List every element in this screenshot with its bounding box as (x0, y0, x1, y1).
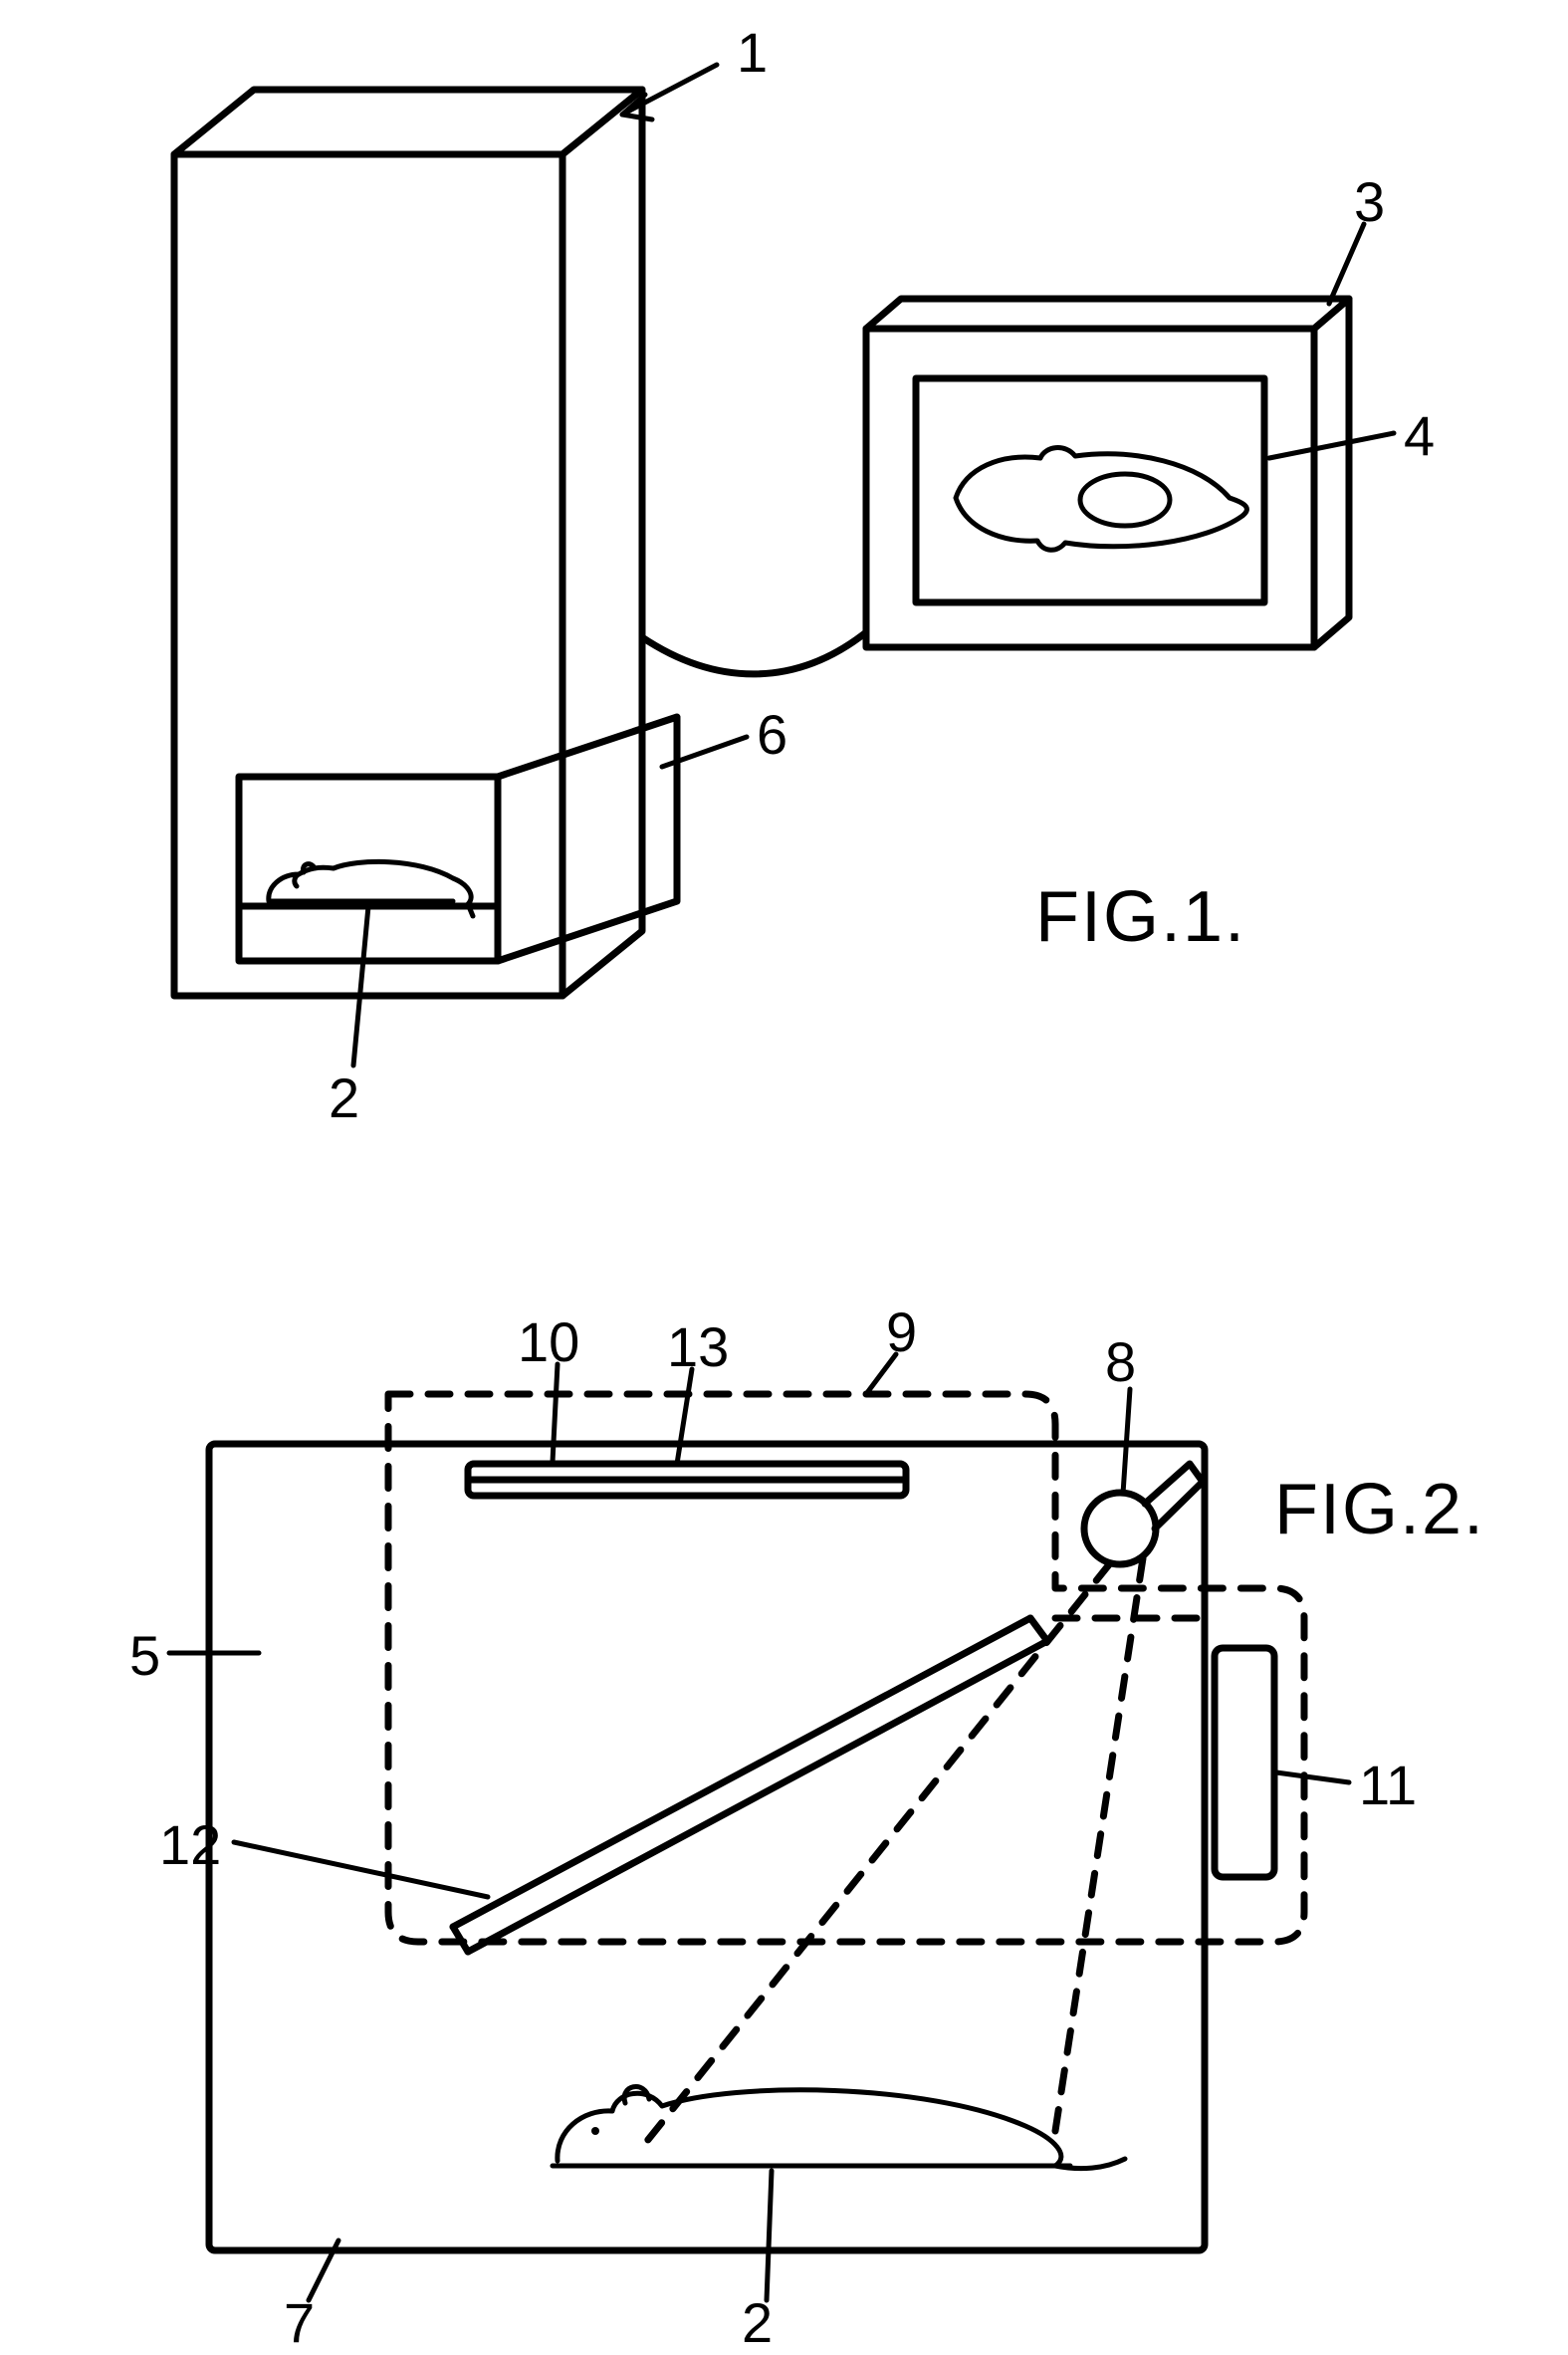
fig2 (169, 1354, 1349, 2300)
slot-top (468, 1464, 906, 1496)
fig2-caption: FIG.2. (1274, 1469, 1485, 1550)
label-2b: 2 (742, 2290, 773, 2355)
hatch (239, 717, 677, 961)
label-10: 10 (518, 1309, 579, 1374)
fov-rays (647, 1558, 1200, 2141)
label-9: 9 (886, 1299, 917, 1364)
label-5: 5 (129, 1623, 160, 1688)
label-4: 4 (1404, 403, 1435, 468)
label-6: 6 (757, 702, 787, 767)
label-3: 3 (1354, 169, 1385, 234)
camera (1084, 1464, 1203, 1564)
label-2a: 2 (329, 1065, 359, 1130)
label-1: 1 (737, 20, 768, 85)
monitor (866, 299, 1349, 647)
label-13: 13 (667, 1314, 729, 1379)
figure-page: 1 3 4 6 2 FIG.1. 10 13 9 8 5 11 12 7 2 F… (0, 0, 1568, 2341)
label-7: 7 (284, 2290, 315, 2355)
label-11: 11 (1359, 1753, 1417, 1817)
label-12: 12 (159, 1812, 221, 1877)
screen-mouse-outline (956, 448, 1246, 551)
mirror (453, 1618, 1047, 1952)
cable (642, 632, 866, 674)
rodent-fig2 (553, 2087, 1125, 2169)
cabinet (174, 90, 642, 996)
slot-side (1215, 1648, 1274, 1877)
label-8: 8 (1105, 1329, 1136, 1394)
fig1-caption: FIG.1. (1035, 876, 1246, 958)
drawing-svg (0, 0, 1568, 2341)
